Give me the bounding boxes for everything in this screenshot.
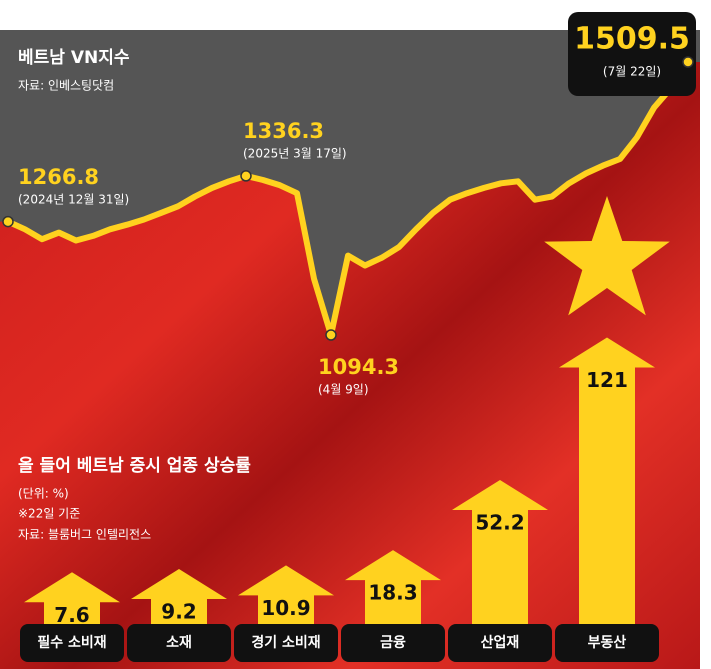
annotation-dot [2, 215, 14, 228]
annotation-date: (2025년 3월 17일) [243, 147, 347, 161]
chart-title: 올 들어 베트남 증시 업종 상승률 [18, 456, 251, 476]
category-box [341, 624, 445, 662]
annotation-value: 1266.8 [18, 165, 99, 189]
category-box [448, 624, 552, 662]
category-label: 금융 [380, 635, 406, 651]
annotation-dot [325, 329, 337, 341]
category-box [20, 624, 124, 662]
annotation-dot [682, 56, 694, 68]
note: ※22일 기준 [18, 507, 80, 521]
source: 자료: 블룸버그 인텔리전스 [18, 528, 151, 542]
arrow-bar [131, 568, 227, 628]
arrow-bar [345, 550, 441, 628]
annotation-date: (7월 22일) [603, 65, 661, 79]
chart-title: 베트남 VN지수 [18, 48, 130, 68]
source: 자료: 인베스팅닷컴 [18, 79, 114, 93]
annotation-date: (4월 9일) [318, 383, 369, 397]
value-label: 121 [586, 368, 628, 392]
value-label: 18.3 [368, 581, 417, 605]
gray-area [0, 30, 700, 335]
category-label: 경기 소비재 [251, 634, 320, 651]
category-label: 필수 소비재 [37, 634, 106, 651]
annotation-value: 1509.5 [574, 22, 690, 57]
category-label: 소재 [166, 635, 192, 651]
highlight-box [568, 12, 696, 96]
star [544, 196, 670, 316]
value-label: 10.9 [261, 596, 310, 620]
index-line [5, 59, 691, 338]
value-label: 7.6 [54, 603, 89, 627]
arrow-bar [452, 479, 548, 628]
value-label: 52.2 [475, 510, 524, 534]
arrow-bar [238, 565, 334, 628]
annotation-value: 1336.3 [243, 119, 324, 143]
unit: (단위: %) [18, 487, 69, 501]
category-box [555, 624, 659, 662]
annotation-dot [240, 170, 252, 182]
category-label: 부동산 [588, 634, 627, 651]
annotation-date: (2024년 12월 31일) [18, 193, 129, 207]
arrow-bar [559, 337, 655, 628]
category-label: 산업재 [481, 634, 520, 651]
arrow-bar [24, 572, 120, 628]
annotation-value: 1094.3 [318, 355, 399, 379]
category-box [234, 624, 338, 662]
category-box [127, 624, 231, 662]
value-label: 9.2 [161, 599, 196, 623]
